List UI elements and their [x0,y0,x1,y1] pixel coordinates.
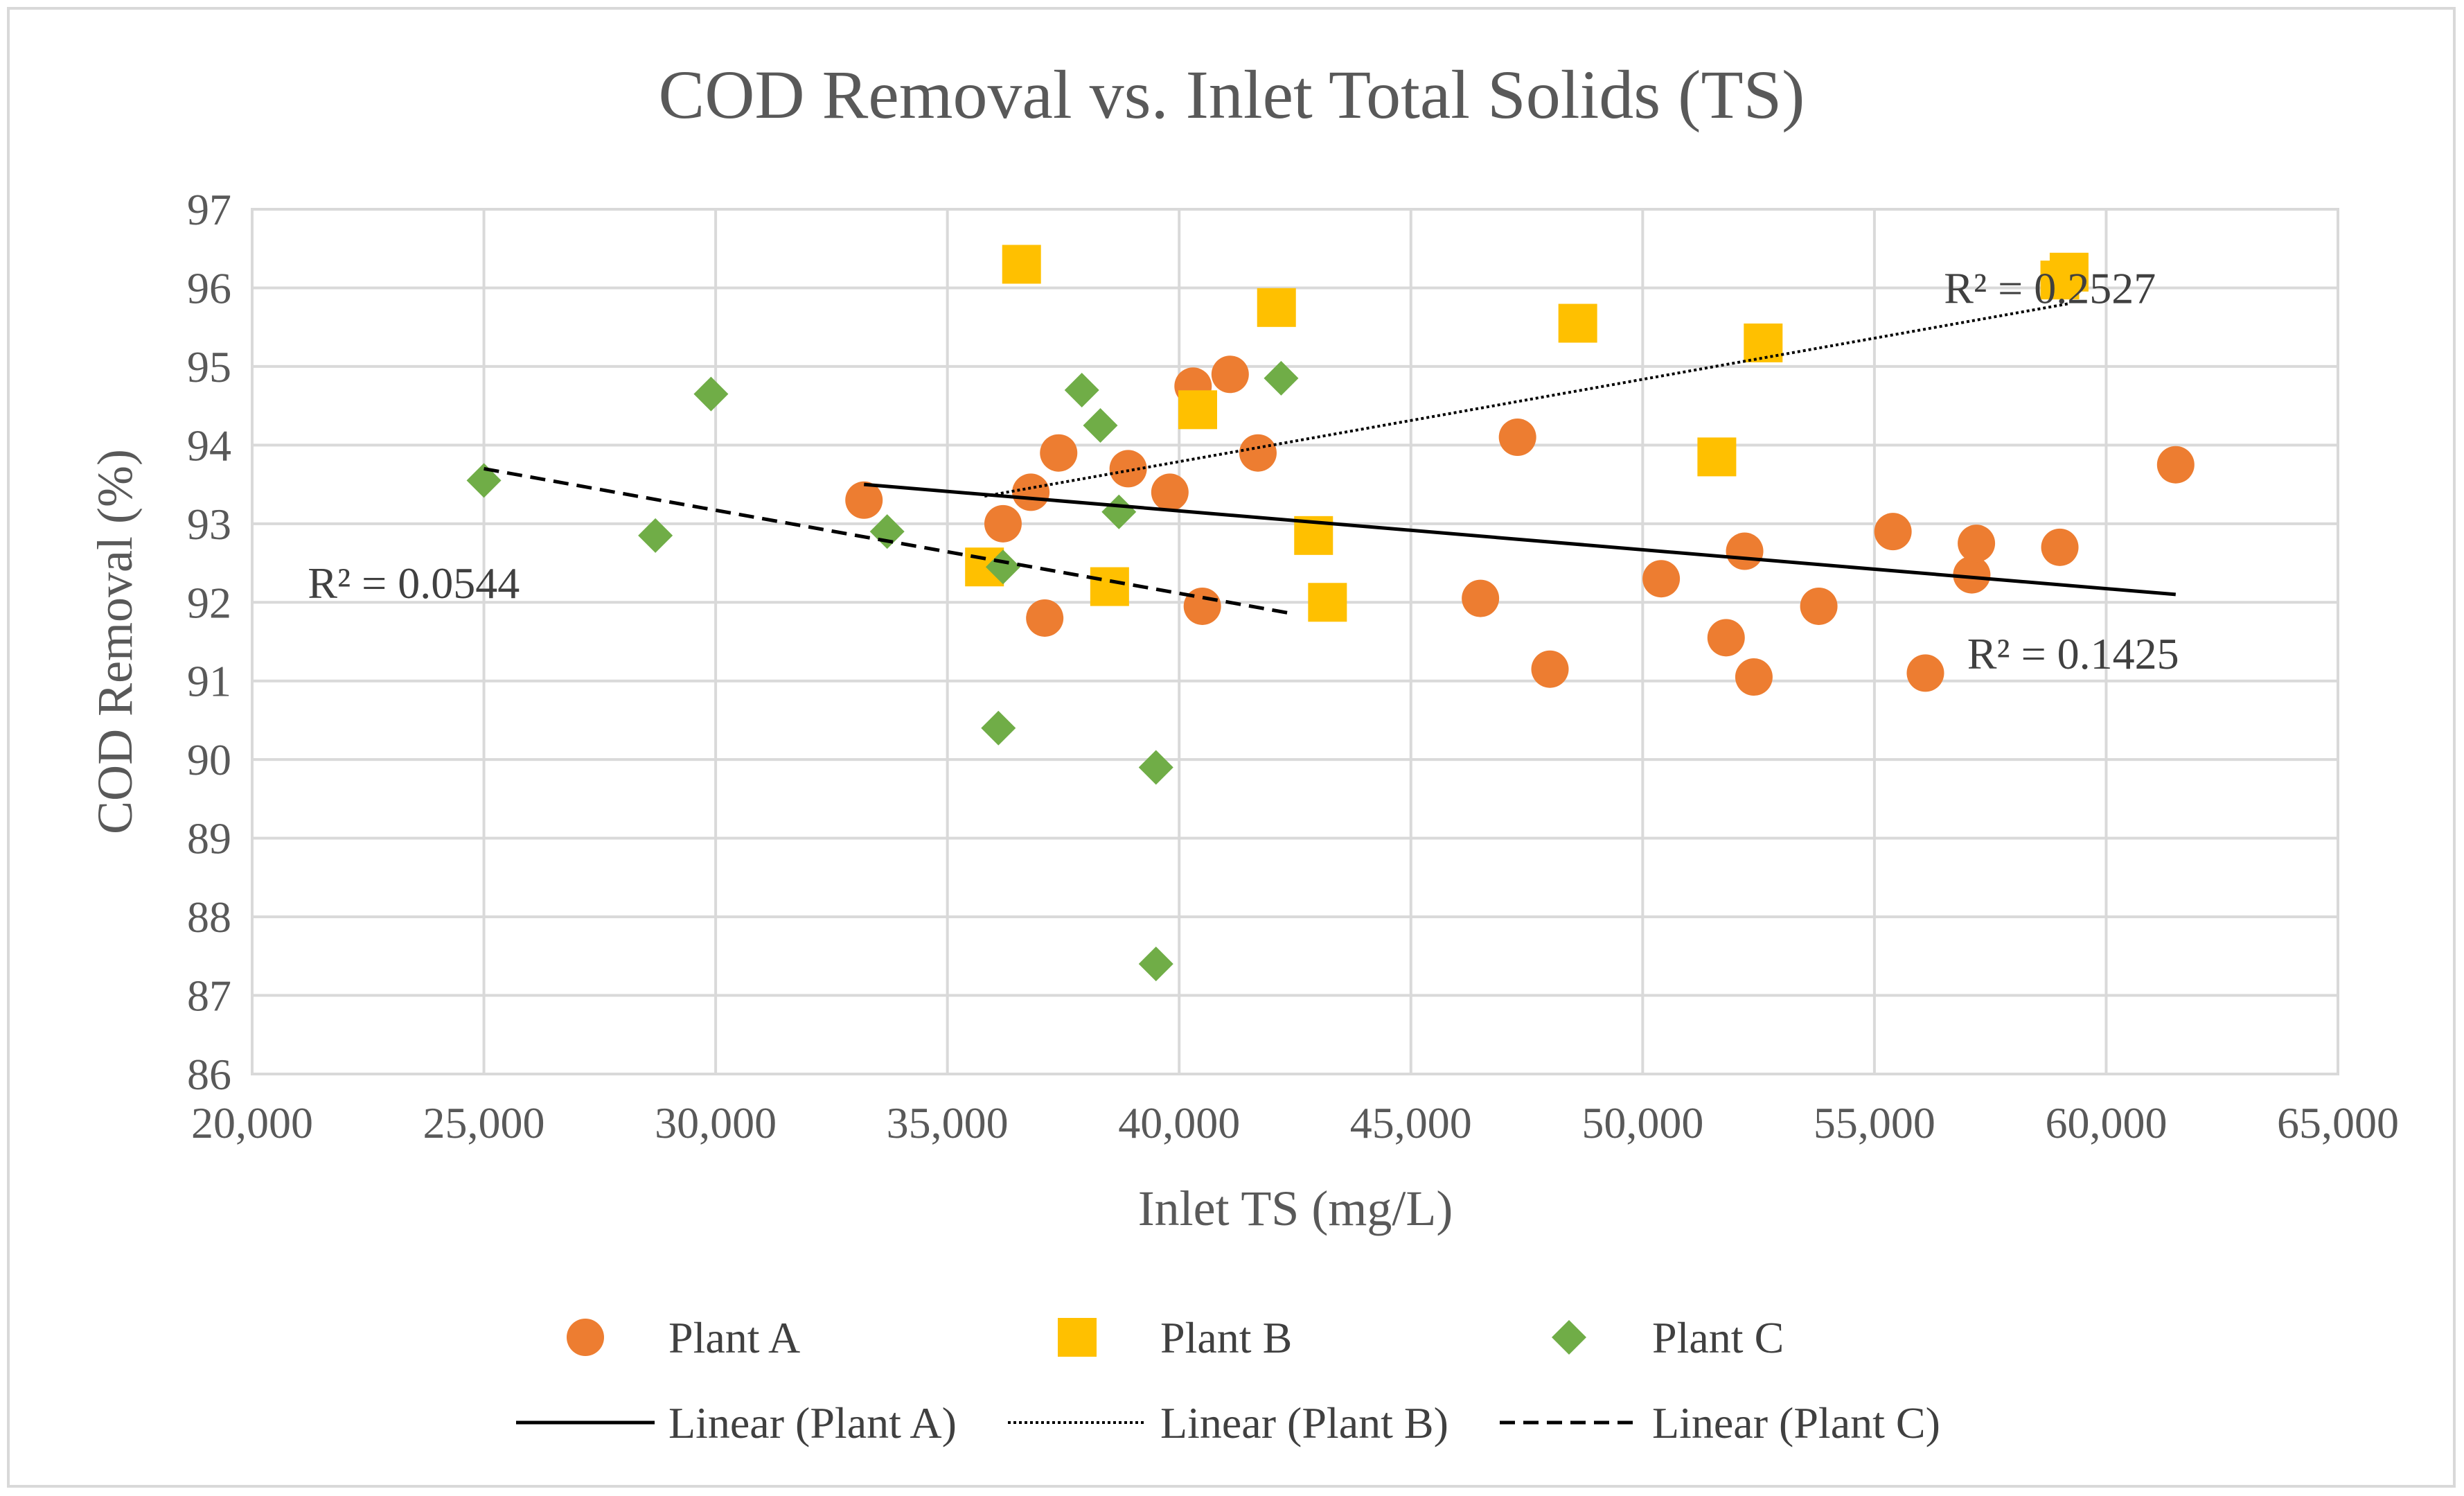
plant-a-point [1707,619,1745,657]
x-tick-label: 20,000 [191,1098,313,1147]
plant-c-point [693,376,729,412]
plant-c-point [466,463,502,498]
x-tick-label: 60,000 [2045,1098,2167,1147]
plant-a-point [1211,355,1249,394]
plant-a-point [1498,419,1536,457]
x-axis-title: Inlet TS (mg/L) [1138,1181,1453,1236]
y-tick-label: 90 [187,735,231,784]
x-tick-label: 30,000 [655,1098,777,1147]
legend-label-plant-b: Plant B [1160,1313,1292,1362]
plant-b-point [1090,567,1129,606]
legend: Plant A Plant B Plant C Linear (Plant A) Lin… [516,1313,1940,1447]
plant-a-point [1953,556,1991,594]
x-tick-label: 25,000 [423,1098,545,1147]
y-tick-label: 96 [187,263,231,313]
y-tick-label: 86 [187,1050,231,1099]
r2-labels: R² = 0.1425 R² = 0.2527 R² = 0.0544 [308,263,2179,678]
plant-c-point [1138,947,1173,982]
legend-label-linear-plant-b: Linear (Plant B) [1160,1398,1448,1447]
y-tick-label: 87 [187,971,231,1021]
plant-a-point [1109,450,1147,488]
plant-a-point [1151,473,1189,511]
plant-a-point [1874,513,1912,551]
linear-plant-b-trendline [984,302,2070,498]
x-tick-label: 55,000 [1814,1098,1935,1147]
x-tick-label: 40,000 [1118,1098,1240,1147]
plant-b-point [1178,390,1217,430]
trendlines [484,302,2177,616]
r2-label: R² = 0.0544 [308,558,520,608]
y-axis-ticks: 86 87 88 89 90 91 92 93 94 95 96 97 [187,185,231,1099]
x-tick-label: 45,000 [1350,1098,1472,1147]
plant-c-point [981,710,1016,746]
x-tick-label: 65,000 [2277,1098,2399,1147]
plant-a-point [1531,650,1569,688]
plant-a-point [1239,434,1277,472]
plant-a-point [1026,599,1064,637]
plant-b-point [1558,303,1597,343]
plant-a-point [1735,658,1773,696]
legend-marker-plant-c [1552,1320,1586,1355]
plant-a-point [1726,532,1764,570]
plant-a-point [845,481,883,519]
plant-c-point [1064,372,1099,407]
linear-plant-a-trendline [864,482,2177,597]
y-tick-label: 88 [187,892,231,942]
plant-c-point [869,514,905,549]
y-tick-label: 92 [187,578,231,627]
plant-c-point [1138,750,1173,785]
y-tick-label: 91 [187,657,231,706]
plant-a-point [1012,473,1050,511]
y-tick-label: 89 [187,814,231,863]
legend-label-plant-a: Plant A [668,1313,800,1362]
plant-b-point [2049,252,2089,292]
y-tick-label: 93 [187,500,231,549]
r2-label: R² = 0.2527 [1944,263,2156,313]
plant-a-point [1183,587,1221,625]
plant-b-point [1697,437,1737,477]
linear-plant-c-trendline [484,466,1295,616]
plant-c-point [638,518,673,553]
plant-c-point [1083,408,1118,443]
chart-frame [7,7,2456,1488]
legend-label-linear-plant-c: Linear (Plant C) [1652,1398,1940,1447]
legend-marker-plant-a [567,1319,604,1356]
x-tick-label: 50,000 [1581,1098,1703,1147]
legend-label-linear-plant-a: Linear (Plant A) [668,1398,957,1447]
data-points [466,245,2195,982]
chart-title: COD Removal vs. Inlet Total Solids (TS) [659,56,1805,133]
plant-a-point [2041,528,2079,566]
plant-a-point [1642,560,1681,598]
r2-label: R² = 0.1425 [1967,629,2179,678]
plant-c-point [1264,360,1299,396]
plant-b-point [1308,583,1347,622]
plot-area [251,208,2339,1075]
plant-a-point [1040,434,1078,472]
y-tick-label: 95 [187,342,231,391]
legend-label-plant-c: Plant C [1652,1313,1784,1362]
plant-c-point [1101,494,1137,529]
y-tick-label: 97 [187,185,231,234]
plant-a-point [1800,587,1838,625]
plant-a-point [1906,654,1944,692]
plant-c-point [985,549,1020,585]
plant-a-point [2156,446,2195,484]
y-tick-label: 94 [187,421,231,470]
plant-b-point [1002,245,1041,284]
plant-a-point [1462,579,1500,617]
plant-b-point [1257,288,1296,327]
plant-a-point [1958,525,1996,563]
x-tick-label: 35,000 [887,1098,1009,1147]
x-axis-ticks: 20,000 25,000 30,000 35,000 40,000 45,000 50,0… [191,1098,2399,1147]
plant-a-point [984,504,1022,543]
y-axis-title: COD Removal (%) [87,449,143,834]
legend-marker-plant-b [1058,1318,1097,1357]
